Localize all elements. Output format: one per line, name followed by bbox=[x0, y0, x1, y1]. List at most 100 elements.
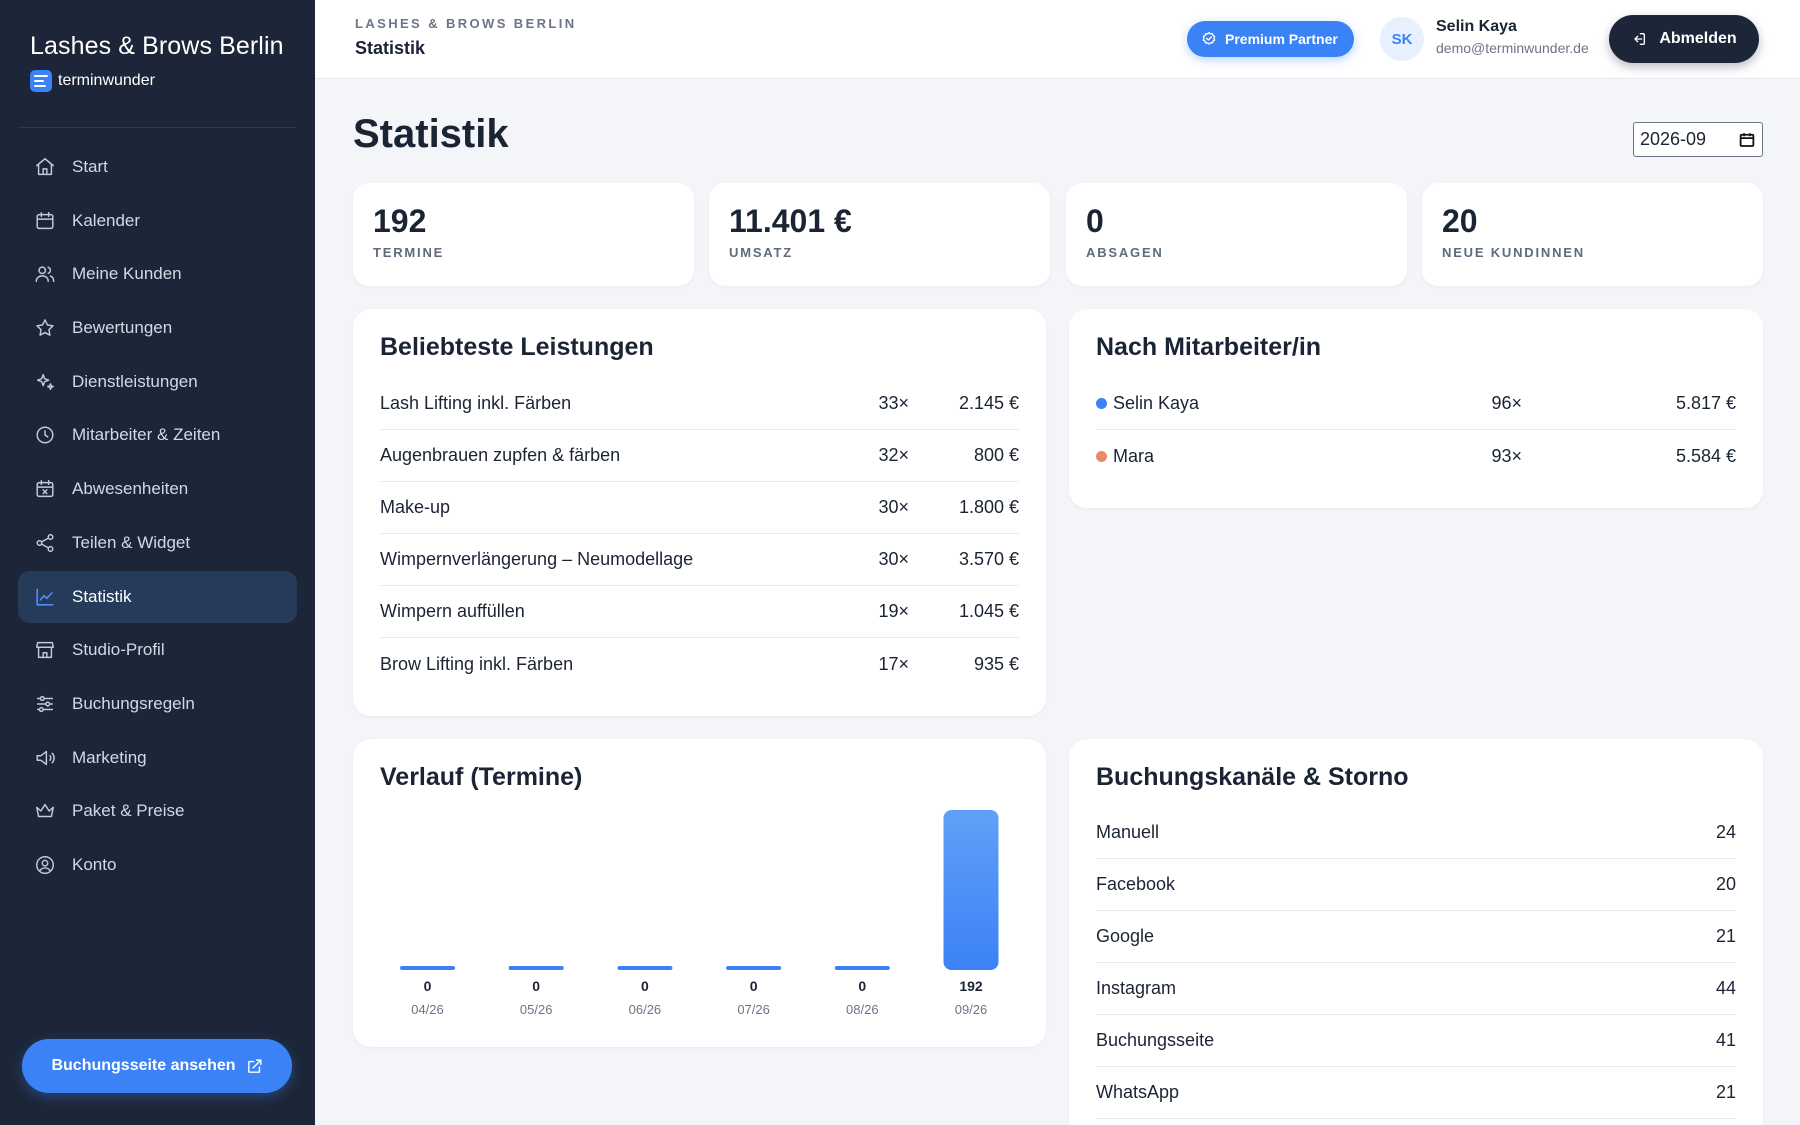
sidebar-item-kalender[interactable]: Kalender bbox=[18, 195, 297, 247]
staff-color-dot bbox=[1096, 450, 1107, 462]
sidebar-item-label: Bewertungen bbox=[72, 318, 173, 338]
channel-value: 21 bbox=[1715, 926, 1736, 946]
kpi-card-umsatz: 11.401 € UMSATZ bbox=[709, 183, 1050, 286]
calendar-icon bbox=[36, 211, 54, 229]
channels-card: Buchungskanäle & Storno Manuell 24 Faceb… bbox=[1069, 739, 1763, 1125]
sidebar-item-start[interactable]: Start bbox=[18, 141, 297, 193]
chart-bar-06-26 bbox=[617, 966, 673, 970]
list-item: Make-up 30× 1.800 € bbox=[380, 482, 1019, 534]
channel-value: 41 bbox=[1715, 1030, 1736, 1050]
channel-name: Buchungsseite bbox=[1096, 1030, 1215, 1050]
service-count: 17× bbox=[878, 653, 909, 674]
megaphone-icon bbox=[36, 750, 55, 765]
logout-icon bbox=[1634, 33, 1646, 45]
channel-value: 20 bbox=[1715, 874, 1736, 894]
chart-value-label: 192 bbox=[959, 978, 983, 994]
sidebar-item-abwesenheiten[interactable]: Abwesenheiten bbox=[18, 463, 297, 515]
sidebar-item-statistik[interactable]: Statistik bbox=[18, 570, 297, 623]
chart-tick-label: 06/26 bbox=[629, 1002, 662, 1017]
list-item: WhatsApp 21 bbox=[1096, 1067, 1736, 1119]
staff-amount: 5.817 € bbox=[1675, 393, 1736, 413]
share-icon bbox=[36, 533, 54, 552]
kpi-value: 0 bbox=[1086, 203, 1104, 239]
calendar-x-icon bbox=[36, 480, 54, 498]
service-name: Make-up bbox=[380, 497, 451, 517]
sliders-icon bbox=[36, 695, 54, 712]
kpi-value: 192 bbox=[373, 203, 427, 239]
service-count: 33× bbox=[878, 393, 909, 413]
card-title: Beliebteste Leistungen bbox=[380, 333, 654, 361]
sidebar-nav: Start Kalender Meine Kunden Bewertungen … bbox=[18, 141, 297, 893]
kpi-label: ABSAGEN bbox=[1086, 245, 1164, 260]
sidebar-item-label: Abwesenheiten bbox=[72, 479, 189, 499]
channel-name: WhatsApp bbox=[1096, 1082, 1180, 1102]
month-picker-value: 2026-09 bbox=[1640, 129, 1707, 149]
popular-services-card: Beliebteste Leistungen Lash Lifting inkl… bbox=[353, 309, 1046, 716]
chart-bar-08-26 bbox=[834, 966, 890, 970]
month-picker[interactable]: 2026-09 bbox=[1633, 122, 1763, 157]
list-item: Selin Kaya 96× 5.817 € bbox=[1096, 378, 1736, 430]
sidebar-item-label: Teilen & Widget bbox=[72, 532, 191, 552]
staff-name: Mara bbox=[1113, 445, 1155, 466]
card-title: Buchungskanäle & Storno bbox=[1096, 763, 1409, 791]
service-amount: 3.570 € bbox=[958, 549, 1019, 569]
chart-bar-04-26 bbox=[400, 966, 455, 970]
channel-value: 44 bbox=[1715, 978, 1736, 998]
trend-bar-chart: 0 04/26 0 05/26 0 06/26 0 07/26 0 08/26 192 09/26 bbox=[400, 810, 999, 1017]
chart-tick-label: 08/26 bbox=[846, 1002, 879, 1017]
calendar-icon[interactable] bbox=[1738, 131, 1756, 149]
service-name: Lash Lifting inkl. Färben bbox=[380, 393, 572, 413]
list-item: Wimpernverlängerung – Neumodellage 30× 3… bbox=[380, 534, 1019, 586]
sidebar-item-label: Konto bbox=[72, 854, 117, 874]
sidebar-item-paket-preise[interactable]: Paket & Preise bbox=[18, 785, 297, 837]
avatar[interactable]: SK bbox=[1380, 17, 1424, 61]
topbar-title: Statistik bbox=[355, 38, 426, 58]
service-amount: 1.800 € bbox=[958, 497, 1019, 517]
view-booking-page-button[interactable]: Buchungsseite ansehen bbox=[22, 1039, 292, 1093]
chart-tick-label: 04/26 bbox=[411, 1002, 444, 1017]
list-item: Mara 93× 5.584 € bbox=[1096, 430, 1736, 482]
chart-tick-label: 09/26 bbox=[955, 1002, 988, 1017]
clock-icon bbox=[36, 426, 54, 444]
trend-card: Verlauf (Termine) 0 04/26 0 05/26 0 06/26 0 07/… bbox=[353, 739, 1046, 1047]
channels-list: Manuell 24 Facebook 20 Google 21 Instagr… bbox=[1096, 807, 1736, 1119]
terminwunder-logo-icon bbox=[30, 70, 52, 92]
kpi-card-absagen: 0 ABSAGEN bbox=[1066, 183, 1407, 286]
list-item: Instagram 44 bbox=[1096, 963, 1736, 1015]
user-name: Selin Kaya bbox=[1436, 18, 1517, 35]
services-list: Lash Lifting inkl. Färben 33× 2.145 € Au… bbox=[380, 378, 1019, 690]
channel-value: 21 bbox=[1715, 1082, 1736, 1102]
service-count: 30× bbox=[878, 549, 909, 569]
list-item: Brow Lifting inkl. Färben 17× 935 € bbox=[380, 638, 1019, 690]
chart-bar-07-26 bbox=[726, 966, 782, 970]
sidebar: Lashes & Brows Berlin terminwunder Start… bbox=[0, 0, 315, 1125]
kpi-value: 20 bbox=[1442, 203, 1478, 239]
sidebar-item-label: Kalender bbox=[72, 210, 141, 230]
sidebar-item-studio-profil[interactable]: Studio-Profil bbox=[18, 624, 297, 676]
store-icon bbox=[36, 642, 54, 659]
sidebar-item-konto[interactable]: Konto bbox=[18, 839, 297, 891]
sidebar-divider bbox=[18, 127, 296, 128]
sidebar-item-meine-kunden[interactable]: Meine Kunden bbox=[18, 248, 297, 300]
sidebar-item-mitarbeiter-zeiten[interactable]: Mitarbeiter & Zeiten bbox=[18, 409, 297, 461]
topbar: LASHES & BROWS BERLIN Statistik Premium … bbox=[315, 0, 1800, 79]
staff-count: 96× bbox=[1491, 393, 1522, 413]
sidebar-item-buchungsregeln[interactable]: Buchungsregeln bbox=[18, 678, 297, 730]
logout-button[interactable]: Abmelden bbox=[1609, 15, 1759, 63]
badge-check-icon bbox=[1202, 31, 1216, 45]
channel-name: Instagram bbox=[1096, 978, 1177, 998]
brand-logo[interactable]: terminwunder bbox=[30, 70, 155, 92]
list-item: Wimpern auffüllen 19× 1.045 € bbox=[380, 586, 1019, 638]
kpi-label: NEUE KUNDINNEN bbox=[1442, 245, 1585, 260]
sidebar-item-dienstleistungen[interactable]: Dienstleistungen bbox=[18, 356, 297, 408]
home-icon bbox=[36, 158, 54, 176]
kpi-card-neue-kundinnen: 20 NEUE KUNDINNEN bbox=[1422, 183, 1763, 286]
sidebar-item-marketing[interactable]: Marketing bbox=[18, 732, 297, 784]
service-amount: 800 € bbox=[973, 445, 1019, 465]
external-link-icon bbox=[247, 1058, 262, 1073]
sidebar-item-teilen-widget[interactable]: Teilen & Widget bbox=[18, 517, 297, 569]
users-icon bbox=[35, 266, 55, 283]
sidebar-item-bewertungen[interactable]: Bewertungen bbox=[18, 302, 297, 354]
kpi-card-termine: 192 TERMINE bbox=[353, 183, 694, 286]
chart-value-label: 0 bbox=[641, 978, 649, 994]
